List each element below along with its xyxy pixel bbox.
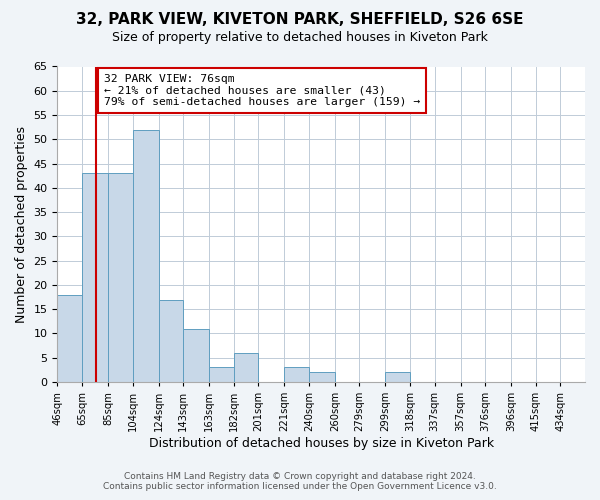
Bar bbox=[58, 294, 82, 382]
Bar bbox=[158, 300, 183, 382]
Text: 32 PARK VIEW: 76sqm
← 21% of detached houses are smaller (43)
79% of semi-detach: 32 PARK VIEW: 76sqm ← 21% of detached ho… bbox=[104, 74, 421, 107]
Bar bbox=[209, 368, 234, 382]
Bar bbox=[183, 328, 209, 382]
Bar bbox=[309, 372, 335, 382]
Text: Contains HM Land Registry data © Crown copyright and database right 2024.
Contai: Contains HM Land Registry data © Crown c… bbox=[103, 472, 497, 491]
Bar bbox=[133, 130, 158, 382]
X-axis label: Distribution of detached houses by size in Kiveton Park: Distribution of detached houses by size … bbox=[149, 437, 494, 450]
Y-axis label: Number of detached properties: Number of detached properties bbox=[15, 126, 28, 323]
Bar bbox=[234, 353, 259, 382]
Text: Size of property relative to detached houses in Kiveton Park: Size of property relative to detached ho… bbox=[112, 32, 488, 44]
Bar bbox=[385, 372, 410, 382]
Bar bbox=[108, 174, 133, 382]
Bar bbox=[82, 174, 108, 382]
Bar bbox=[284, 368, 309, 382]
Text: 32, PARK VIEW, KIVETON PARK, SHEFFIELD, S26 6SE: 32, PARK VIEW, KIVETON PARK, SHEFFIELD, … bbox=[76, 12, 524, 28]
